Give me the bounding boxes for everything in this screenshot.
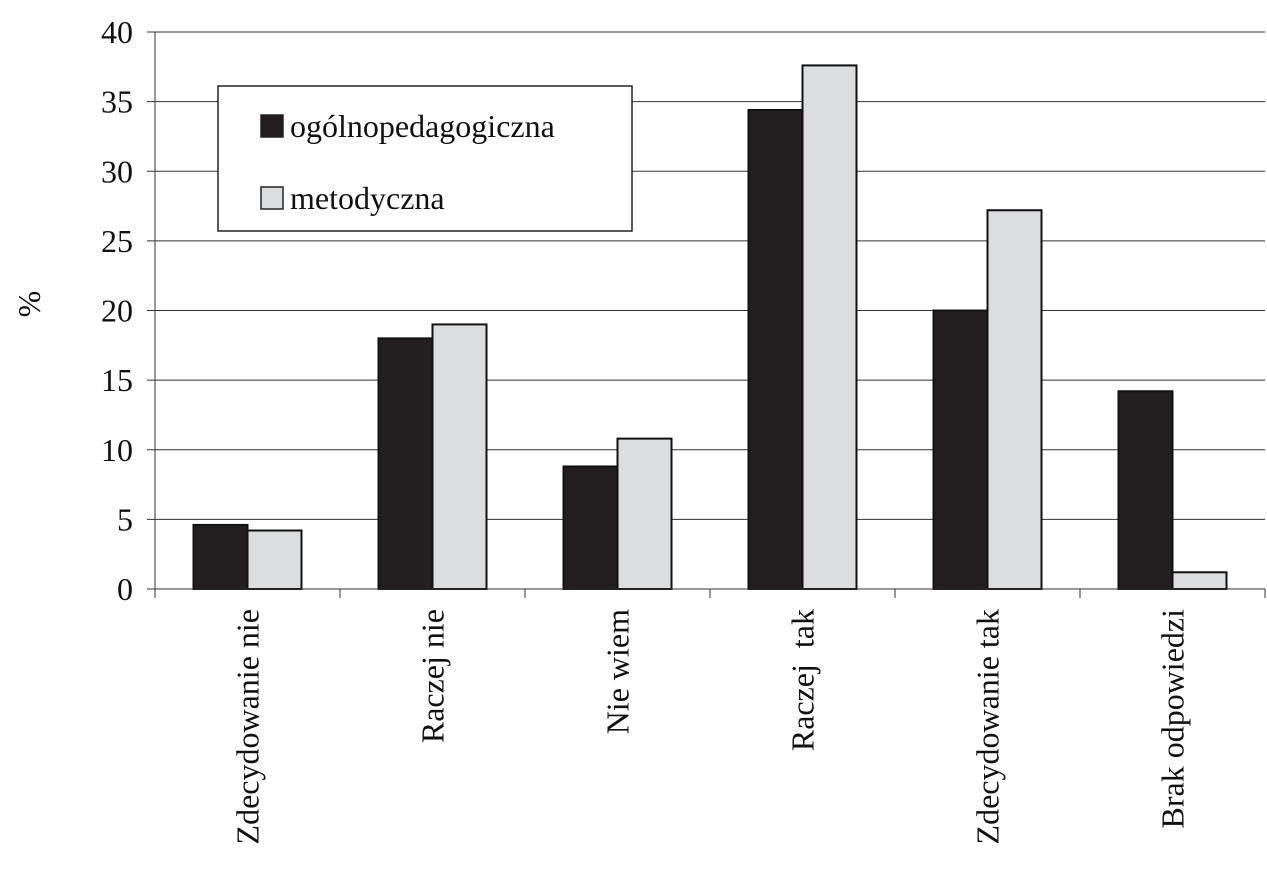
- bar-ogolnopedagogiczna-5: [1117, 390, 1174, 591]
- y-tick-label-5: 5: [117, 501, 133, 537]
- x-tick-label-4: Zdecydowanie tak: [970, 609, 1006, 844]
- y-axis-title: %: [11, 291, 47, 318]
- y-tick-label-40: 40: [101, 14, 133, 50]
- bar-ogolnopedagogiczna-2: [562, 465, 619, 590]
- legend-box: [217, 85, 633, 232]
- bar-ogolnopedagogiczna-4: [932, 309, 989, 590]
- x-tick-label-3: Raczej tak: [785, 609, 821, 751]
- y-tick-label-20: 20: [101, 293, 133, 329]
- bar-ogolnopedagogiczna-3: [747, 108, 804, 590]
- legend-swatch-metodyczna: [260, 186, 284, 210]
- bar-metodyczna-2: [616, 437, 673, 590]
- bar-metodyczna-5: [1171, 571, 1228, 590]
- legend-label-metodyczna: metodyczna: [290, 180, 445, 216]
- legend-label-ogolnopedagogiczna: ogólnopedagogiczna: [290, 108, 555, 144]
- y-tick-label-0: 0: [117, 571, 133, 607]
- bar-metodyczna-4: [986, 209, 1043, 591]
- tick-labels: 0 5 10 15 20 25 30 35 40 Zdecydowanie nie Raczej n…: [101, 14, 1191, 844]
- y-tick-label-10: 10: [101, 432, 133, 468]
- bar-ogolnopedagogiczna-1: [377, 337, 434, 590]
- x-tick-label-0: Zdecydowanie nie: [230, 609, 266, 844]
- bar-metodyczna-3: [801, 64, 858, 591]
- y-tick-label-35: 35: [101, 84, 133, 120]
- x-tick-label-5: Brak odpowiedzi: [1155, 609, 1191, 829]
- x-tick-label-1: Raczej nie: [415, 609, 451, 743]
- y-tick-label-30: 30: [101, 153, 133, 189]
- x-tick-label-2: Nie wiem: [600, 609, 636, 734]
- bar-metodyczna-1: [431, 323, 488, 590]
- axes: [147, 31, 1266, 598]
- legend: ogólnopedagogiczna metodyczna: [217, 85, 633, 232]
- bar-metodyczna-0: [246, 529, 303, 591]
- legend-swatch-ogolnopedagogiczna: [260, 114, 284, 138]
- bar-ogolnopedagogiczna-0: [192, 523, 249, 591]
- y-tick-label-15: 15: [101, 362, 133, 398]
- y-tick-label-25: 25: [101, 223, 133, 259]
- bars: [192, 64, 1228, 591]
